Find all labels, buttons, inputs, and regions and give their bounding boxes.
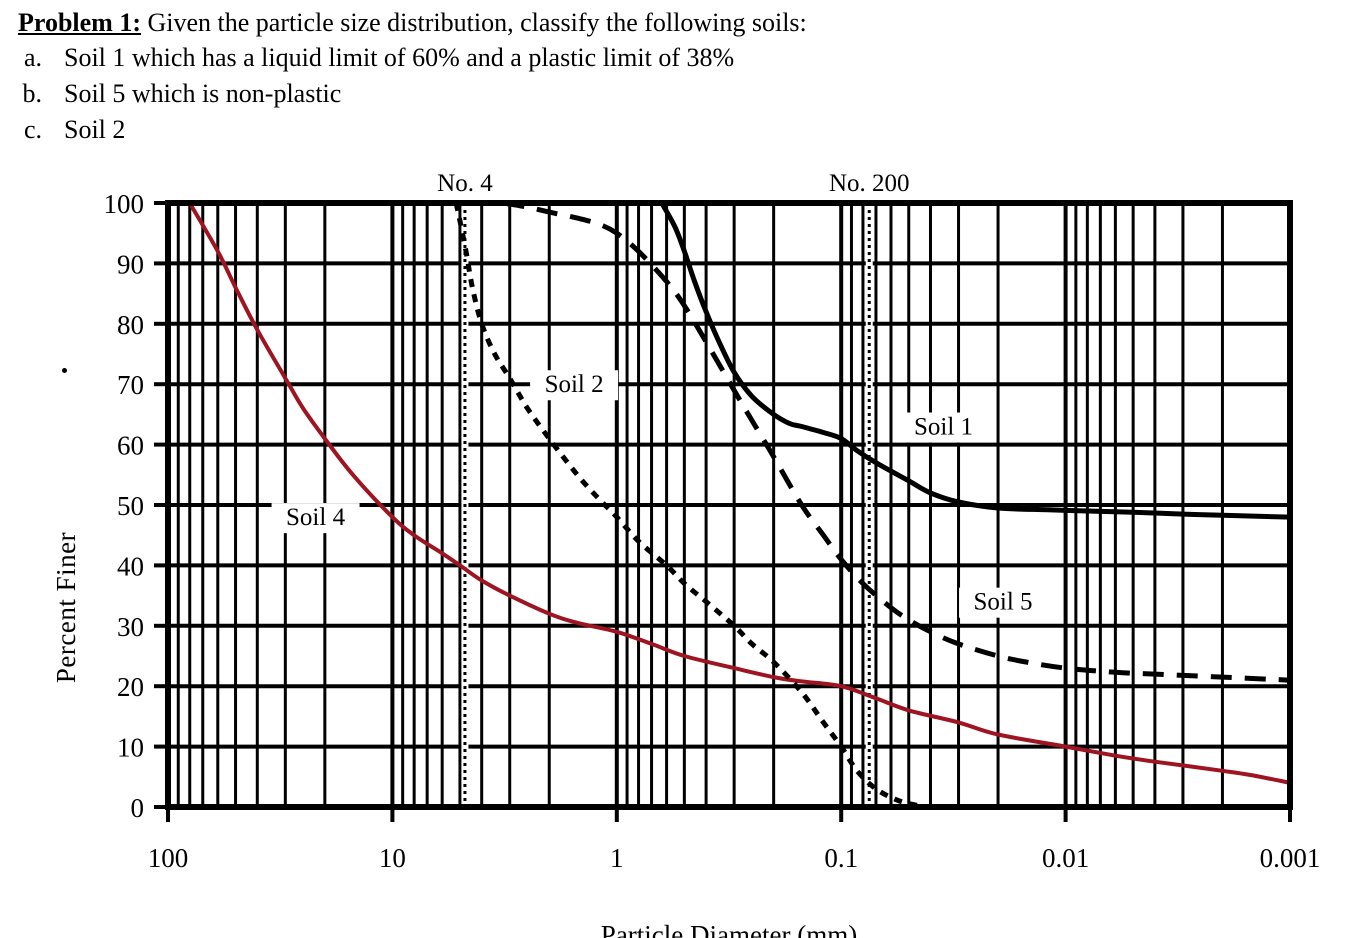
curve-label-soil-1: Soil 1	[914, 414, 973, 441]
curve-soil-2	[453, 202, 927, 810]
sieve-marker-lines	[461, 203, 873, 807]
curve-soil-5	[502, 200, 1291, 683]
problem-prompt: Given the particle size distribution, cl…	[141, 8, 807, 37]
problem-heading: Problem 1:	[18, 8, 141, 37]
y-tick-label: 0	[131, 793, 145, 823]
list-item-marker: b.	[22, 79, 43, 108]
stray-dot-artifact	[62, 368, 67, 373]
y-tick-label: 70	[117, 370, 144, 400]
curve-soil-4	[187, 201, 1291, 785]
list-item-text: Soil 1 which has a liquid limit of 60% a…	[64, 43, 735, 72]
y-tick-label: 20	[117, 672, 144, 702]
problem-item-list: a. Soil 1 which has a liquid limit of 60…	[18, 40, 1118, 148]
list-item-text: Soil 5 which is non-plastic	[64, 79, 342, 108]
chart-svg: 0 10 20 30 40 50 60 70 80 90 100 100 10 1 0.1 0.01 0.00…	[104, 170, 1321, 938]
y-tick-label: 60	[117, 431, 144, 461]
list-item: a. Soil 1 which has a liquid limit of 60…	[18, 40, 1118, 76]
x-tick-label: 10	[379, 843, 406, 873]
x-tick-label: 0.1	[824, 843, 858, 873]
curve-label-soil-2: Soil 2	[545, 371, 604, 398]
y-tick-label: 10	[117, 733, 144, 763]
y-tick-label: 50	[117, 491, 144, 521]
curve-label-soil-5: Soil 5	[974, 589, 1033, 616]
y-tick-label: 80	[117, 310, 144, 340]
curve-label-soil-4: Soil 4	[286, 504, 346, 531]
list-item-marker: a.	[23, 43, 42, 72]
chart-annotations: No. 4 No. 200 Soil 4 Soil 2 Soil 1 Soil 5	[271, 170, 1048, 618]
list-item: b. Soil 5 which is non-plastic	[18, 76, 1118, 112]
x-tick-label: 100	[148, 843, 189, 873]
y-tick-label: 100	[104, 189, 145, 219]
axis-ticks	[154, 201, 1292, 822]
curve-soil-1	[659, 201, 1291, 520]
y-axis-title: Percent Finer	[51, 531, 82, 684]
sieve-label-no-200: No. 200	[829, 170, 910, 197]
x-tick-label: 1	[610, 843, 624, 873]
sieve-label-no-4: No. 4	[437, 170, 493, 197]
list-item: c. Soil 2	[18, 112, 1118, 148]
x-tick-label: 0.001	[1260, 843, 1321, 873]
y-tick-label: 40	[117, 551, 144, 581]
x-tick-labels: 100 10 1 0.1 0.01 0.001	[148, 843, 1321, 873]
data-curves	[187, 200, 1291, 810]
x-axis-title: Particle Diameter (mm)	[601, 920, 857, 938]
problem-prompt-line: Problem 1: Given the particle size distr…	[18, 6, 1118, 40]
list-item-marker: c.	[23, 115, 42, 144]
y-tick-labels: 0 10 20 30 40 50 60 70 80 90 100	[104, 189, 145, 823]
problem-statement: Problem 1: Given the particle size distr…	[18, 6, 1118, 148]
list-item-text: Soil 2	[64, 115, 126, 144]
x-tick-label: 0.01	[1042, 843, 1089, 873]
y-tick-label: 30	[117, 612, 144, 642]
y-tick-label: 90	[117, 249, 144, 279]
particle-size-distribution-chart: Percent Finer 0 10 20 30 40 50 60 70 80 90 100 100…	[0, 162, 1366, 938]
